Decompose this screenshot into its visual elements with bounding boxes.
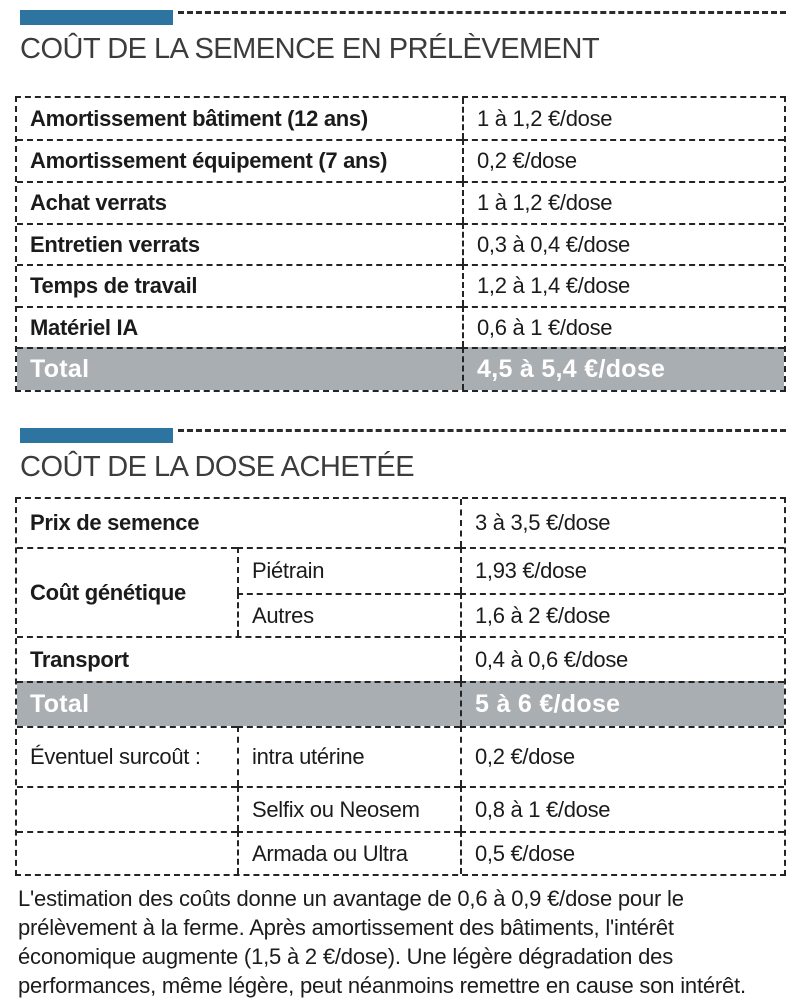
section-title: COÛT DE LA SEMENCE EN PRÉLÈVEMENT: [20, 33, 600, 65]
row-sublabel: Autres: [237, 593, 460, 636]
row-label: Amortissement équipement (7 ans): [17, 139, 462, 181]
row-sublabel: Piétrain: [237, 547, 460, 593]
total-label: Total: [17, 681, 460, 726]
row-value: 0,5 €/dose: [460, 831, 784, 874]
total-label: Total: [17, 347, 462, 390]
row-value: 0,6 à 1 €/dose: [462, 306, 784, 347]
section-title: COÛT DE LA DOSE ACHETÉE: [20, 451, 415, 483]
row-value: 3 à 3,5 €/dose: [460, 499, 784, 547]
row-label: Achat verrats: [17, 181, 462, 223]
row-value: 0,2 €/dose: [460, 726, 784, 786]
row-value: 1 à 1,2 €/dose: [462, 98, 784, 139]
empty-cell: [17, 786, 237, 831]
accent-bar: [20, 428, 173, 443]
row-value: 0,4 à 0,6 €/dose: [460, 636, 784, 681]
row-value: 0,8 à 1 €/dose: [460, 786, 784, 831]
accent-bar: [20, 10, 173, 25]
row-label: Coût génétique: [17, 547, 237, 636]
table-cout-prelevement: Amortissement bâtiment (12 ans) 1 à 1,2 …: [15, 96, 786, 392]
row-value: 1,6 à 2 €/dose: [460, 593, 784, 636]
row-sublabel: intra utérine: [237, 726, 460, 786]
row-label: Temps de travail: [17, 264, 462, 306]
row-label: Transport: [17, 636, 460, 681]
row-value: 1,93 €/dose: [460, 547, 784, 593]
total-value: 5 à 6 €/dose: [460, 681, 784, 726]
row-value: 0,3 à 0,4 €/dose: [462, 223, 784, 264]
section-cout-dose-achetee: COÛT DE LA DOSE ACHETÉE Prix de semence …: [15, 428, 786, 876]
row-label: Prix de semence: [30, 510, 200, 535]
dashed-rule: [178, 11, 786, 14]
section-header-rule: [20, 10, 786, 25]
total-value: 4,5 à 5,4 €/dose: [462, 347, 784, 390]
row-value: 1,2 à 1,4 €/dose: [462, 264, 784, 306]
table-cout-dose-achetee: Prix de semence 3 à 3,5 €/dose Coût géné…: [15, 497, 786, 876]
row-sublabel: Selfix ou Neosem: [237, 786, 460, 831]
empty-cell: [17, 831, 237, 874]
row-label: Entretien verrats: [17, 223, 462, 264]
row-label: Amortissement bâtiment (12 ans): [30, 105, 368, 131]
row-label: Matériel IA: [17, 306, 462, 347]
row-sublabel: Armada ou Ultra: [237, 831, 460, 874]
section-header-rule: [20, 428, 786, 443]
section-cout-prelevement: COÛT DE LA SEMENCE EN PRÉLÈVEMENT Amorti…: [15, 10, 786, 392]
dashed-rule: [178, 429, 786, 432]
footer-note: L'estimation des coûts donne un avantage…: [18, 886, 746, 998]
row-value: 1 à 1,2 €/dose: [462, 181, 784, 223]
row-value: 0,2 €/dose: [462, 139, 784, 181]
row-label: Éventuel surcoût :: [17, 726, 237, 786]
